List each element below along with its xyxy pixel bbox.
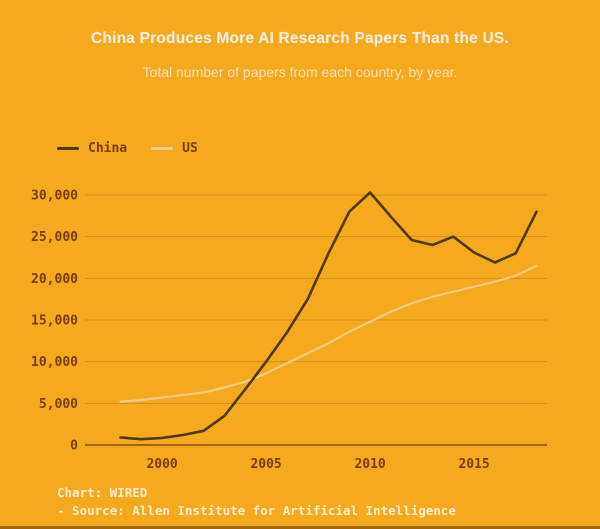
- us-series-line: [119, 264, 538, 403]
- legend-label-china: China: [88, 141, 128, 156]
- chart-legend: China US: [57, 141, 198, 156]
- page-subtitle: Total number of papers from each country…: [142, 64, 458, 80]
- caption-credit: Chart: WIRED: [57, 485, 148, 500]
- line-chart: 0 5,000 10,000 15,000 20,000 25,000 30,000 2000…: [0, 178, 600, 488]
- y-tick-label: 15,000: [31, 314, 78, 329]
- caption-source: - Source: Allen Institute for Artificial…: [57, 503, 456, 518]
- china-series-line: [119, 191, 538, 441]
- y-tick-label: 10,000: [31, 355, 78, 370]
- legend-label-us: US: [182, 141, 198, 156]
- y-tick-label: 25,000: [31, 230, 78, 245]
- x-tick-label: 2015: [458, 457, 489, 472]
- y-tick-label: 0: [70, 439, 78, 454]
- line-chart-canvas: 0 5,000 10,000 15,000 20,000 25,000 30,000 2000…: [31, 189, 547, 472]
- us-line-swatch-icon: [151, 147, 174, 150]
- legend-item-china: China: [57, 141, 127, 156]
- x-tick-label: 2010: [354, 457, 385, 472]
- y-tick-label: 20,000: [31, 272, 78, 287]
- x-tick-label: 2005: [250, 457, 281, 472]
- x-tick-label: 2000: [146, 457, 177, 472]
- y-tick-label: 30,000: [31, 189, 78, 204]
- page-title: China Produces More AI Research Papers T…: [91, 30, 509, 47]
- y-tick-label: 5,000: [39, 397, 78, 412]
- chart-header: China Produces More AI Research Papers T…: [0, 0, 600, 80]
- chart-caption: Chart: WIRED - Source: Allen Institute f…: [57, 484, 456, 520]
- china-line-swatch-icon: [57, 147, 79, 150]
- legend-item-us: US: [151, 141, 198, 156]
